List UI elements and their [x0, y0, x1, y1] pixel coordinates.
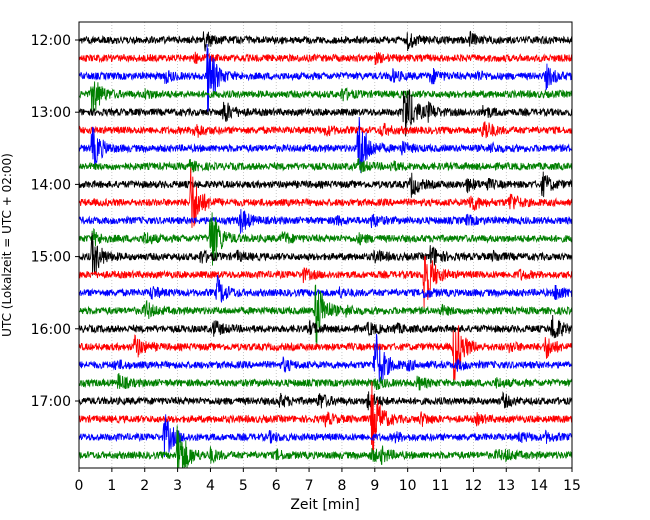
trace-row-0: [79, 30, 572, 52]
x-tick-label-1: 1: [107, 478, 116, 494]
y-axis-label: UTC (Lokalzeit = UTC + 02:00): [0, 153, 14, 337]
trace-row-2: [79, 44, 572, 113]
trace-row-12: [79, 232, 572, 276]
x-tick-label-9: 9: [370, 478, 379, 494]
trace-row-8: [79, 171, 572, 198]
trace-row-21: [79, 381, 572, 454]
trace-row-23: [79, 425, 572, 468]
x-tick-label-5: 5: [239, 478, 248, 494]
x-tick-label-10: 10: [399, 478, 417, 494]
trace-row-1: [79, 51, 572, 65]
trace-row-18: [79, 333, 572, 383]
trace-row-22: [79, 414, 572, 458]
x-tick-label-13: 13: [497, 478, 515, 494]
x-tick-label-14: 14: [530, 478, 548, 494]
x-tick-label-8: 8: [337, 478, 346, 494]
x-tick-label-2: 2: [140, 478, 149, 494]
trace-row-6: [79, 117, 572, 173]
trace-row-19: [79, 373, 572, 391]
x-tick-label-0: 0: [75, 478, 84, 494]
plot-frame: [78, 21, 573, 469]
trace-row-14: [79, 274, 572, 303]
seismic-traces: [79, 30, 572, 468]
trace-row-10: [79, 209, 572, 234]
y-tick-label-2: 14:00: [31, 177, 71, 193]
x-axis-ticks: 0 1 2 3 4 5 6 7 8 9 10 11 12 13 14 15: [75, 468, 581, 494]
x-tick-label-4: 4: [206, 478, 215, 494]
trace-row-11: [79, 212, 572, 266]
x-tick-label-12: 12: [464, 478, 482, 494]
trace-row-13: [79, 255, 572, 309]
trace-row-5: [79, 121, 572, 139]
x-tick-label-6: 6: [272, 478, 281, 494]
y-tick-label-5: 17:00: [31, 394, 71, 410]
x-tick-label-11: 11: [432, 478, 450, 494]
y-tick-label-3: 15:00: [31, 250, 71, 266]
trace-row-20: [79, 391, 572, 411]
trace-row-3: [79, 81, 572, 115]
x-axis-label: Zeit [min]: [290, 497, 359, 513]
y-tick-label-1: 13:00: [31, 105, 71, 121]
trace-row-17: [79, 325, 572, 381]
trace-row-15: [79, 284, 572, 345]
y-tick-label-4: 16:00: [31, 322, 71, 338]
x-tick-label-3: 3: [173, 478, 182, 494]
y-axis-ticks: 12:00 13:00 14:00 15:00 16:00 17:00: [31, 33, 79, 410]
x-tick-label-7: 7: [305, 478, 314, 494]
trace-row-4: [79, 89, 572, 137]
y-tick-label-0: 12:00: [31, 33, 71, 49]
trace-row-9: [79, 167, 572, 228]
trace-row-7: [79, 157, 572, 174]
x-tick-label-15: 15: [563, 478, 581, 494]
trace-row-16: [79, 314, 572, 339]
